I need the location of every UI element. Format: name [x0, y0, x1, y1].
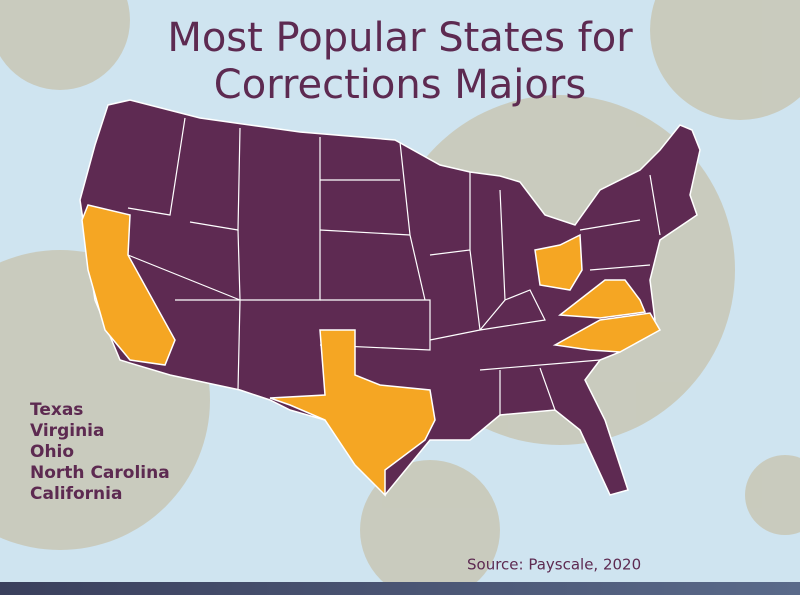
- state-name: North Carolina: [30, 463, 170, 483]
- source: Source: Payscale, 2020: [467, 556, 641, 574]
- california: [81, 204, 176, 366]
- state-borders: [127, 117, 661, 415]
- footer-band: [0, 582, 800, 595]
- north-carolina: [552, 312, 662, 353]
- texas: [269, 329, 436, 497]
- virginia: [558, 279, 647, 319]
- state-name: Ohio: [30, 442, 74, 462]
- state-name: Virginia: [30, 421, 104, 441]
- state-name: California: [30, 484, 122, 504]
- title-line: Corrections Majors: [214, 62, 586, 108]
- ohio: [534, 233, 583, 291]
- highlighted-states: [81, 204, 662, 497]
- us-map: [79, 99, 701, 497]
- state-name: Texas: [30, 400, 83, 420]
- title-line: Most Popular States for: [167, 15, 633, 61]
